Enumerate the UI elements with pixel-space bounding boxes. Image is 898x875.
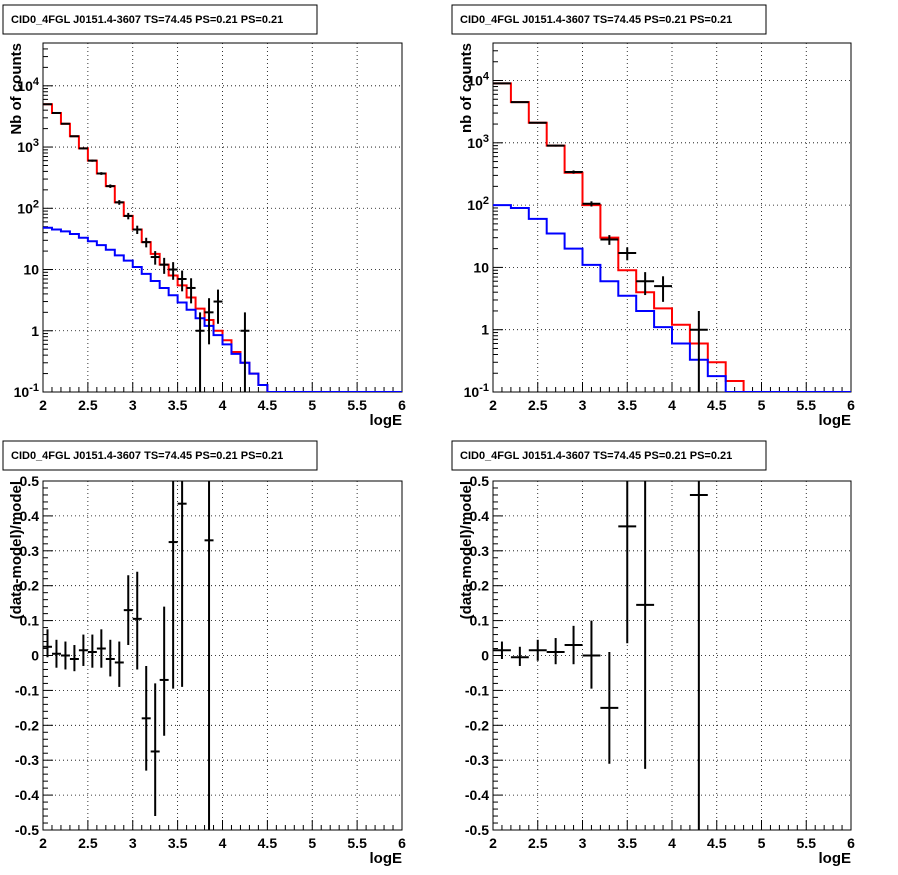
y-axis-label: Nb of counts xyxy=(8,43,25,135)
y-tick-label: 0.3 xyxy=(470,543,490,559)
x-tick-label: 4.5 xyxy=(707,835,727,851)
y-tick-label: -0.1 xyxy=(15,682,39,698)
y-tick-label: 0.3 xyxy=(20,543,40,559)
total-model-histogram xyxy=(493,82,851,392)
x-tick-label: 5.5 xyxy=(347,397,367,413)
plot-area xyxy=(493,82,851,392)
x-tick-label: 2.5 xyxy=(78,835,98,851)
plot-area xyxy=(43,103,402,392)
component-model-histogram xyxy=(43,226,402,392)
chart-panel-3: CID0_4FGL J0151.4-3607 TS=74.45 PS=0.21 … xyxy=(2,440,406,867)
y-tick-label: 0.4 xyxy=(20,508,40,524)
chart-title: CID0_4FGL J0151.4-3607 TS=74.45 PS=0.21 … xyxy=(11,450,283,462)
x-tick-label: 2.5 xyxy=(528,835,548,851)
x-tick-label: 4.5 xyxy=(258,835,278,851)
y-tick-label: -0.5 xyxy=(15,822,39,838)
chart-title-box xyxy=(451,4,767,35)
x-tick-label: 5.5 xyxy=(797,835,817,851)
y-axis-label: (data-model)/model xyxy=(458,481,475,619)
x-tick-label: 6 xyxy=(847,835,855,851)
chart-title-box xyxy=(2,4,318,35)
chart-title-box xyxy=(2,440,318,471)
y-tick-label: 0.1 xyxy=(20,613,40,629)
x-tick-label: 3.5 xyxy=(168,397,188,413)
x-tick-label: 5 xyxy=(758,835,766,851)
y-tick-label: 1 xyxy=(31,323,39,339)
x-tick-label: 2 xyxy=(489,835,497,851)
plot-area xyxy=(43,481,214,830)
x-tick-label: 5.5 xyxy=(797,397,817,413)
x-tick-label: 3 xyxy=(579,397,587,413)
x-tick-label: 3.5 xyxy=(168,835,188,851)
x-tick-label: 6 xyxy=(398,835,406,851)
y-axis-label: nb of counts xyxy=(458,43,475,133)
y-tick-label: -0.4 xyxy=(465,787,489,803)
x-tick-label: 2 xyxy=(39,835,47,851)
x-tick-label: 2.5 xyxy=(78,397,98,413)
y-tick-label: 0.4 xyxy=(470,508,490,524)
y-tick-label: 103 xyxy=(467,133,489,151)
y-tick-label: -0.3 xyxy=(465,752,489,768)
y-tick-label: 104 xyxy=(467,71,490,89)
x-tick-label: 4.5 xyxy=(707,397,727,413)
x-tick-label: 3.5 xyxy=(618,835,638,851)
x-tick-label: 4 xyxy=(668,397,676,413)
y-tick-label: -0.3 xyxy=(15,752,39,768)
x-tick-label: 3 xyxy=(129,397,137,413)
chart-title: CID0_4FGL J0151.4-3607 TS=74.45 PS=0.21 … xyxy=(11,14,283,26)
chart-panel-2: CID0_4FGL J0151.4-3607 TS=74.45 PS=0.21 … xyxy=(451,4,855,429)
y-tick-label: 10 xyxy=(23,262,39,278)
x-axis-label: logE xyxy=(370,850,403,867)
x-tick-label: 6 xyxy=(847,397,855,413)
y-tick-label: 0.2 xyxy=(20,578,40,594)
y-tick-label: 0.5 xyxy=(470,473,490,489)
y-axis-label: (data-model)/model xyxy=(8,481,25,619)
y-tick-label: -0.5 xyxy=(465,822,489,838)
y-tick-label: 10 xyxy=(473,259,489,275)
x-axis-label: logE xyxy=(819,850,852,867)
chart-title: CID0_4FGL J0151.4-3607 TS=74.45 PS=0.21 … xyxy=(460,14,732,26)
y-tick-label: 104 xyxy=(17,76,40,94)
chart-panel-4: CID0_4FGL J0151.4-3607 TS=74.45 PS=0.21 … xyxy=(451,440,855,867)
y-tick-label: 102 xyxy=(17,198,39,216)
x-tick-label: 5 xyxy=(308,835,316,851)
x-tick-label: 2 xyxy=(489,397,497,413)
chart-title: CID0_4FGL J0151.4-3607 TS=74.45 PS=0.21 … xyxy=(460,450,732,462)
x-axis-label: logE xyxy=(819,412,852,429)
x-tick-label: 3 xyxy=(129,835,137,851)
x-tick-label: 2.5 xyxy=(528,397,548,413)
y-tick-label: 102 xyxy=(467,195,489,213)
plot-area xyxy=(493,481,708,830)
y-tick-label: -0.2 xyxy=(15,717,39,733)
x-axis-label: logE xyxy=(370,412,403,429)
x-tick-label: 4.5 xyxy=(258,397,278,413)
y-tick-label: 103 xyxy=(17,137,39,155)
y-tick-label: 0.1 xyxy=(470,613,490,629)
x-tick-label: 4 xyxy=(219,397,227,413)
y-tick-label: 1 xyxy=(481,322,489,338)
y-tick-label: 0.2 xyxy=(470,578,490,594)
y-tick-label: 0.5 xyxy=(20,473,40,489)
x-tick-label: 6 xyxy=(398,397,406,413)
x-tick-label: 4 xyxy=(219,835,227,851)
y-tick-label: 10-1 xyxy=(14,382,39,400)
y-tick-label: -0.2 xyxy=(465,717,489,733)
chart-panel-1: CID0_4FGL J0151.4-3607 TS=74.45 PS=0.21 … xyxy=(2,4,406,429)
x-tick-label: 5.5 xyxy=(347,835,367,851)
x-tick-label: 3 xyxy=(579,835,587,851)
y-tick-label: -0.1 xyxy=(465,682,489,698)
y-tick-label: 10-1 xyxy=(464,382,489,400)
x-tick-label: 5 xyxy=(758,397,766,413)
y-tick-label: -0.4 xyxy=(15,787,39,803)
x-tick-label: 3.5 xyxy=(618,397,638,413)
x-tick-label: 5 xyxy=(308,397,316,413)
x-tick-label: 4 xyxy=(668,835,676,851)
y-tick-label: 0 xyxy=(481,648,489,664)
chart-title-box xyxy=(451,440,767,471)
x-tick-label: 2 xyxy=(39,397,47,413)
component-model-histogram xyxy=(493,204,851,392)
y-tick-label: 0 xyxy=(31,648,39,664)
